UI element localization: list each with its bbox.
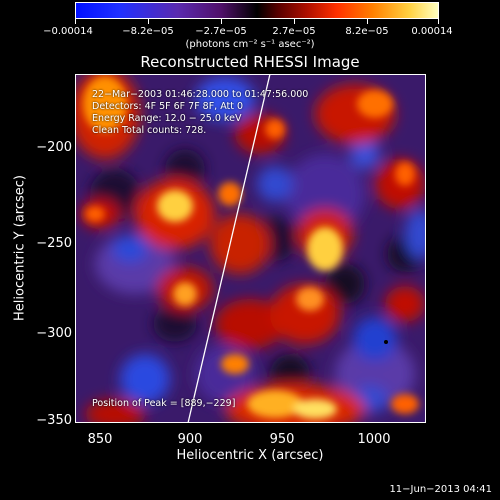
colorbar-tick: [221, 19, 222, 24]
x-tick-label: 950: [269, 432, 295, 447]
info-clean-counts: Clean Total counts: 728.: [92, 125, 207, 136]
image-title: Reconstructed RHESSI Image: [140, 53, 360, 71]
peak-marker: [384, 340, 388, 344]
colorbar-label: −8.2e−05: [122, 26, 174, 37]
y-tick-label: −200: [36, 140, 72, 155]
info-energy-range: Energy Range: 12.0 − 25.0 keV: [92, 113, 242, 124]
rhessi-image: [75, 74, 426, 423]
colorbar-tick: [438, 19, 439, 24]
y-axis-label: Heliocentric Y (arcsec): [12, 175, 28, 321]
y-tick-label: −350: [36, 413, 72, 428]
plot-frame: [75, 74, 426, 423]
info-time-range: 22−Mar−2003 01:46:28.000 to 01:47:56.000: [92, 89, 309, 100]
colorbar-label: 0.00014: [411, 26, 453, 37]
colorbar-label: 8.2e−05: [345, 26, 389, 37]
timestamp: 11−Jun−2013 04:41: [389, 484, 492, 495]
colorbar-tick: [75, 19, 76, 24]
info-peak-position: Position of Peak = [889,−229]: [92, 398, 236, 409]
image-canvas: [75, 74, 426, 423]
colorbar-label: −2.7e−05: [195, 26, 247, 37]
y-tick-label: −300: [36, 326, 72, 341]
colorbar-tick: [148, 19, 149, 24]
colorbar-label: 2.7e−05: [272, 26, 316, 37]
solar-limb-line: [187, 74, 271, 423]
x-tick-label: 850: [87, 432, 113, 447]
colorbar-units: (photons cm⁻² s⁻¹ asec⁻²): [185, 39, 315, 50]
colorbar-tick: [294, 19, 295, 24]
colorbar-tick: [367, 19, 368, 24]
x-tick-label: 900: [177, 432, 203, 447]
x-tick-label: 1000: [357, 432, 391, 447]
x-axis-label: Heliocentric X (arcsec): [176, 448, 324, 463]
colorbar-label: −0.00014: [43, 26, 93, 37]
colorbar: [75, 2, 439, 19]
y-tick-label: −250: [36, 236, 72, 251]
info-detectors: Detectors: 4F 5F 6F 7F 8F, Att 0: [92, 101, 244, 112]
